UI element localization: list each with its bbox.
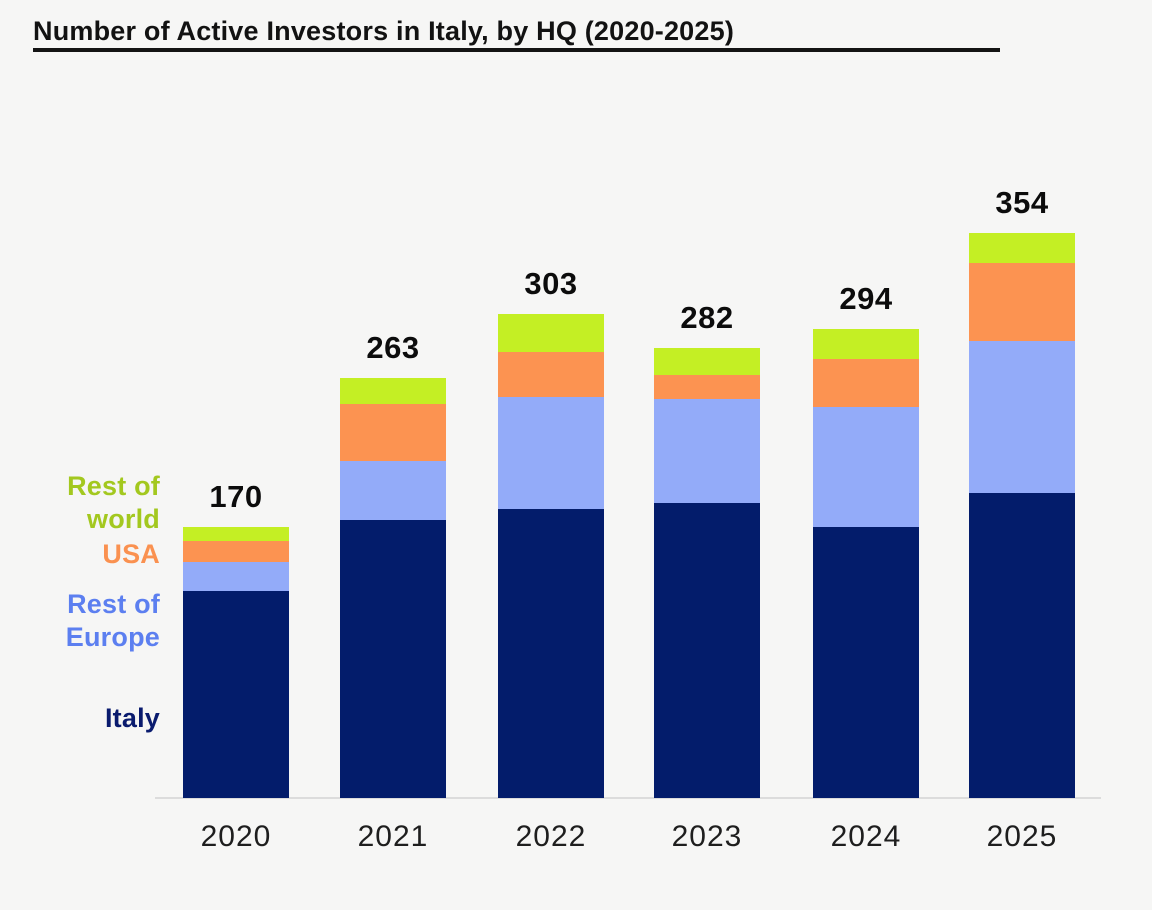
segment-rest_of_world-2025 — [969, 233, 1075, 263]
segment-rest_of_europe-2022 — [498, 397, 604, 509]
total-label-2023: 282 — [680, 300, 734, 335]
segment-rest_of_world-2022 — [498, 314, 604, 352]
total-label-2022: 303 — [524, 266, 578, 301]
segment-usa-2021 — [340, 404, 446, 461]
segment-usa-2020 — [183, 541, 289, 562]
segment-usa-2025 — [969, 263, 1075, 341]
x-axis-label-2020: 2020 — [200, 820, 272, 853]
total-label-2020: 170 — [209, 479, 263, 514]
segment-italy-2020 — [183, 591, 289, 798]
stacked-bar-2023 — [654, 348, 760, 798]
legend-label-italy: Italy — [104, 703, 160, 733]
legend-label-rest_of_europe: Rest of Europe — [65, 589, 160, 652]
segment-italy-2021 — [340, 520, 446, 798]
x-axis-label-2022: 2022 — [515, 820, 587, 853]
x-axis-label-2023: 2023 — [671, 820, 743, 853]
segment-rest_of_europe-2020 — [183, 562, 289, 591]
segment-italy-2023 — [654, 503, 760, 798]
x-axis-label-2025: 2025 — [986, 820, 1058, 853]
segment-rest_of_world-2020 — [183, 527, 289, 541]
x-axis-label-2021: 2021 — [357, 820, 429, 853]
segment-rest_of_europe-2024 — [813, 407, 919, 527]
segment-usa-2024 — [813, 359, 919, 407]
segment-rest_of_world-2024 — [813, 329, 919, 359]
stacked-bar-2025 — [969, 233, 1075, 798]
segment-rest_of_europe-2023 — [654, 399, 760, 503]
chart-title: Number of Active Investors in Italy, by … — [33, 16, 735, 46]
segment-rest_of_europe-2025 — [969, 341, 1075, 493]
title-underline — [33, 48, 1000, 52]
segment-rest_of_europe-2021 — [340, 461, 446, 520]
total-label-2024: 294 — [839, 281, 893, 316]
segment-rest_of_world-2021 — [340, 378, 446, 404]
segment-usa-2022 — [498, 352, 604, 397]
segment-italy-2025 — [969, 493, 1075, 798]
total-label-2021: 263 — [366, 330, 420, 365]
segment-italy-2022 — [498, 509, 604, 798]
total-label-2025: 354 — [995, 185, 1049, 220]
segment-rest_of_world-2023 — [654, 348, 760, 375]
legend-label-rest_of_world: Rest of world — [67, 471, 160, 534]
x-axis-label-2024: 2024 — [830, 820, 902, 853]
stacked-bar-2020 — [183, 527, 289, 798]
x-axis-line — [155, 797, 1101, 799]
legend-label-usa: USA — [102, 539, 160, 569]
segment-usa-2023 — [654, 375, 760, 399]
stacked-bar-2021 — [340, 378, 446, 798]
stacked-bar-2022 — [498, 314, 604, 798]
segment-italy-2024 — [813, 527, 919, 798]
stacked-bar-2024 — [813, 329, 919, 798]
